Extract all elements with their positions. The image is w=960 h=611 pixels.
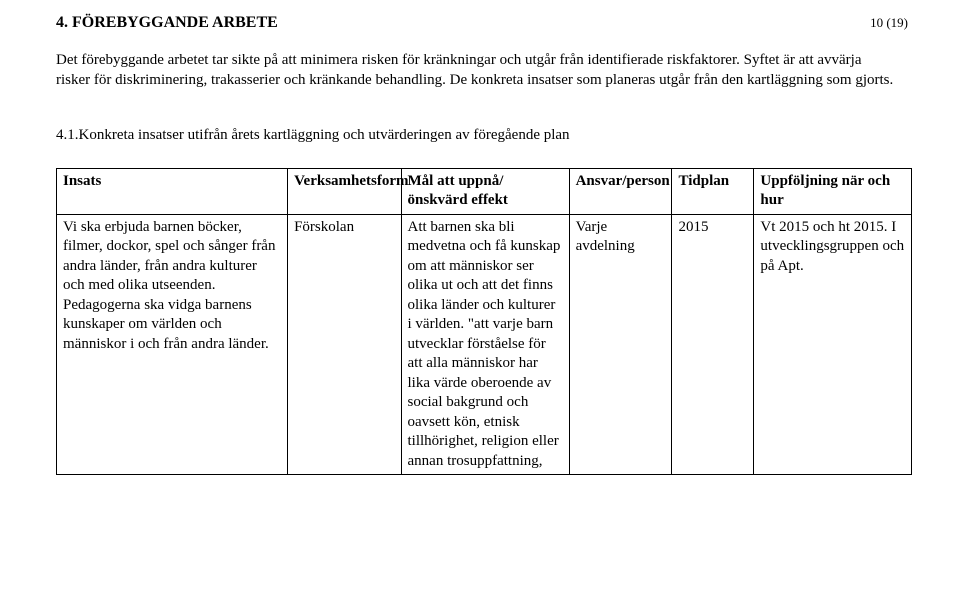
subsection-heading: 4.1.Konkreta insatser utifrån årets kart… bbox=[56, 127, 912, 144]
cell-insats: Vi ska erbjuda barnen böcker, filmer, do… bbox=[57, 214, 288, 475]
intro-paragraph: Det förebyggande arbetet tar sikte på at… bbox=[56, 50, 896, 91]
table-header-row: Insats Verksamhetsform Mål att uppnå/öns… bbox=[57, 168, 912, 214]
col-verksamhetsform: Verksamhetsform bbox=[288, 168, 401, 214]
cell-mal: Att barnen ska bli medvetna och få kunsk… bbox=[401, 214, 569, 475]
col-uppfoljning: Uppföljning när och hur bbox=[754, 168, 912, 214]
page-number: 10 (19) bbox=[870, 15, 908, 31]
section-heading: 4. FÖREBYGGANDE ARBETE bbox=[56, 14, 278, 32]
cell-verksamhetsform: Förskolan bbox=[288, 214, 401, 475]
top-row: 4. FÖREBYGGANDE ARBETE 10 (19) bbox=[56, 14, 912, 50]
col-insats: Insats bbox=[57, 168, 288, 214]
page: 4. FÖREBYGGANDE ARBETE 10 (19) Det föreb… bbox=[0, 0, 960, 611]
col-ansvar: Ansvar/person bbox=[569, 168, 672, 214]
cell-ansvar: Varje avdelning bbox=[569, 214, 672, 475]
plan-table: Insats Verksamhetsform Mål att uppnå/öns… bbox=[56, 168, 912, 476]
cell-tidplan: 2015 bbox=[672, 214, 754, 475]
col-mal: Mål att uppnå/önskvärd effekt bbox=[401, 168, 569, 214]
cell-uppfoljning: Vt 2015 och ht 2015. I utvecklingsgruppe… bbox=[754, 214, 912, 475]
table-row: Vi ska erbjuda barnen böcker, filmer, do… bbox=[57, 214, 912, 475]
col-tidplan: Tidplan bbox=[672, 168, 754, 214]
